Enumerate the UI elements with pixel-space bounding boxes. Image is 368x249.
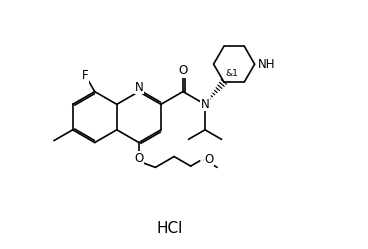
Text: HCl: HCl [157,221,183,236]
Text: N: N [201,98,209,111]
Text: O: O [178,64,188,77]
Text: N: N [134,81,143,94]
Text: &1: &1 [226,69,238,78]
Text: O: O [205,153,214,166]
Text: O: O [134,152,144,165]
Text: NH: NH [258,58,275,71]
Text: F: F [82,69,89,82]
